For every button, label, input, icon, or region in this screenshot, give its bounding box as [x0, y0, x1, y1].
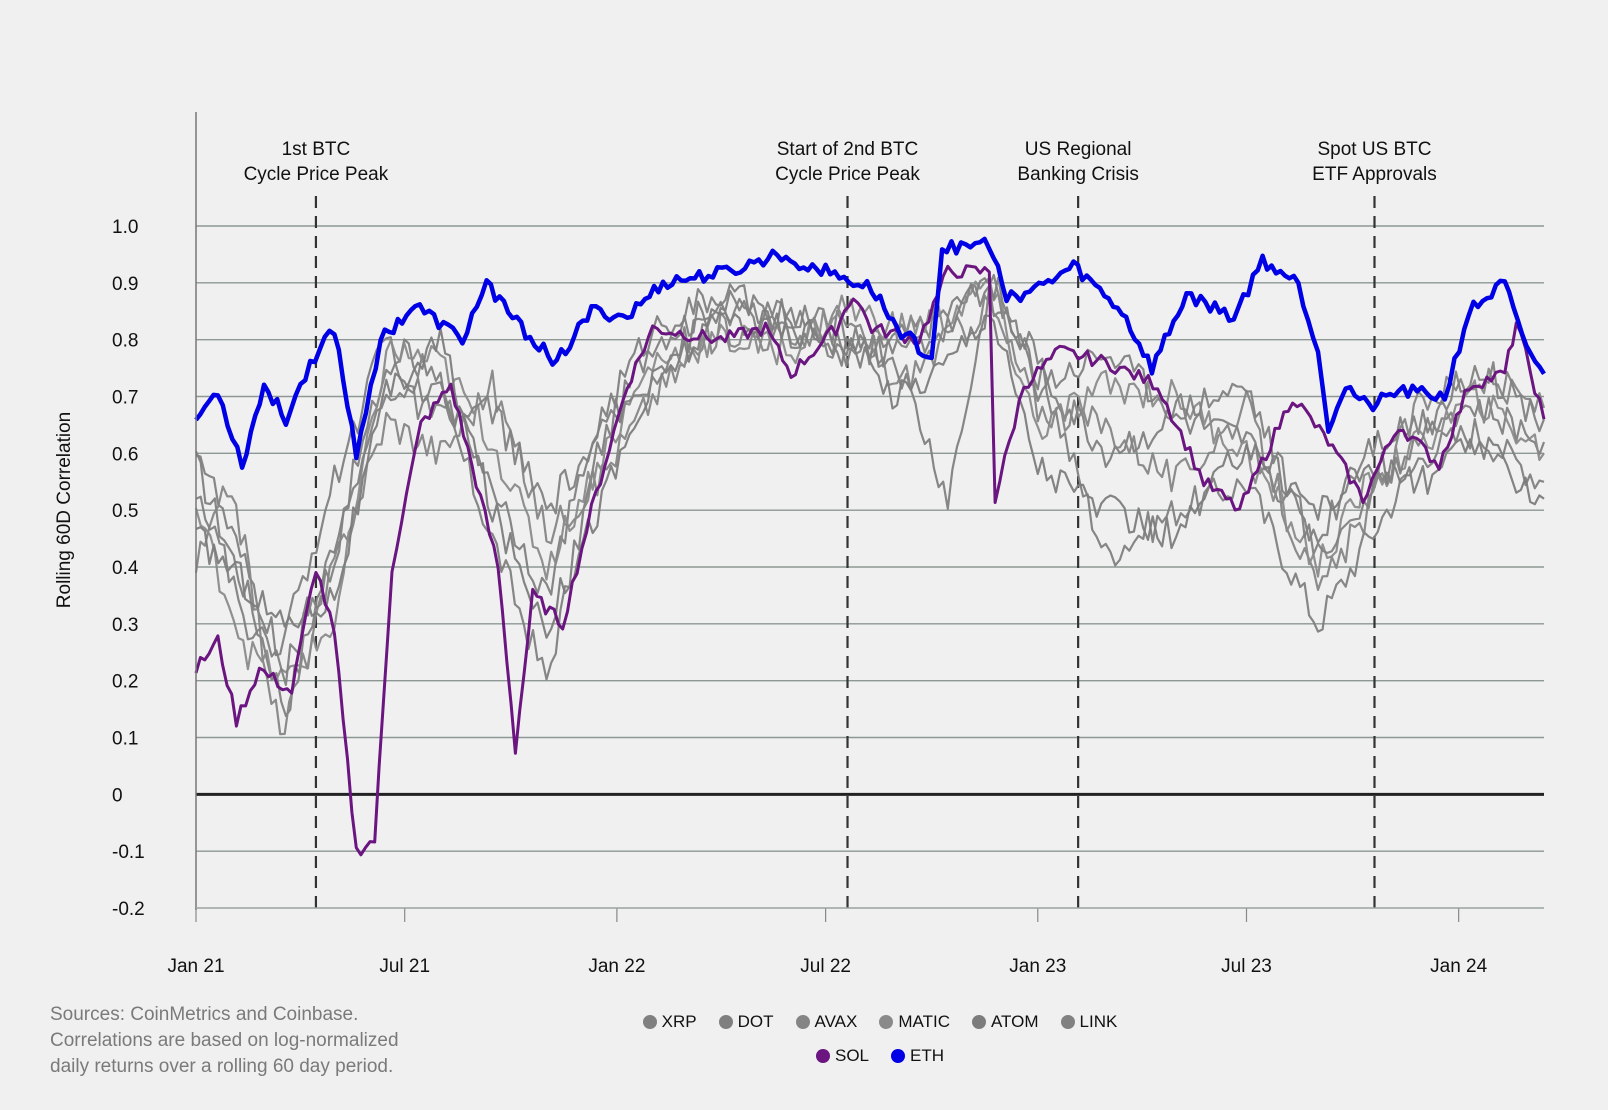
x-tick-label: Jan 22: [588, 956, 645, 977]
chart: 1st BTC Cycle Price Peak Start of 2nd BTC C…: [54, 112, 1546, 977]
x-tick-label: Jan 24: [1430, 956, 1487, 977]
x-tick-label: Jul 22: [800, 956, 851, 977]
x-tick-label: Jul 23: [1221, 956, 1272, 977]
legend-label: ETH: [910, 1046, 945, 1065]
source-note: Sources: CoinMetrics and Coinbase. Corre…: [50, 1002, 470, 1080]
y-tick-labels: 1.0 0.9 0.8 0.7 0.6 0.5 0.4 0.3 0.2 0.1 0 -0.1 -0.2: [112, 217, 145, 920]
series-line-link: [195, 276, 1546, 687]
x-tick-labels: Jan 21 Jul 21 Jan 22 Jul 22 Jan 23 Jul 23 Jan …: [167, 956, 1487, 977]
y-tick-label: 0.1: [112, 729, 138, 750]
y-tick-label: 0.4: [112, 558, 139, 579]
event-label: Banking Crisis: [1017, 164, 1138, 185]
legend-swatch: [971, 1015, 986, 1029]
series-line-matic: [194, 276, 1545, 681]
legend-swatch: [795, 1015, 810, 1029]
x-tick-label: Jan 21: [167, 956, 224, 977]
legend-swatch: [879, 1015, 894, 1029]
event-markers: 1st BTC Cycle Price Peak Start of 2nd BTC C…: [244, 139, 1437, 908]
y-axis-label: Rolling 60D Correlation: [54, 412, 75, 608]
series-line-sol: [194, 264, 1546, 857]
legend-item-atom: ATOM: [971, 1012, 1039, 1032]
legend: XRP DOT AVAX MATIC ATOM LINK SOL ETH: [600, 1012, 1160, 1080]
series-lines: [194, 236, 1546, 857]
event-label: US Regional: [1025, 139, 1132, 160]
legend-item-sol: SOL: [815, 1046, 870, 1066]
legend-row: XRP DOT AVAX MATIC ATOM LINK: [600, 1012, 1160, 1032]
x-tick-label: Jan 23: [1009, 956, 1066, 977]
y-tick-label: 0.3: [112, 615, 138, 636]
legend-row: SOL ETH: [600, 1046, 1160, 1066]
legend-label: XRP: [661, 1012, 697, 1031]
legend-item-avax: AVAX: [795, 1012, 858, 1032]
legend-label: LINK: [1079, 1012, 1118, 1031]
y-tick-label: 0: [112, 785, 123, 806]
event-label: Cycle Price Peak: [244, 164, 389, 185]
event-label: Spot US BTC: [1317, 139, 1431, 160]
axes: [195, 112, 1544, 922]
legend-label: ATOM: [990, 1012, 1039, 1031]
y-tick-label: 0.7: [112, 388, 138, 409]
legend-swatch: [891, 1049, 906, 1063]
event-label: 1st BTC: [282, 139, 351, 160]
grid-lines: [196, 225, 1544, 852]
legend-label: DOT: [737, 1012, 774, 1031]
legend-swatch: [718, 1015, 733, 1029]
legend-label: SOL: [834, 1046, 870, 1065]
y-tick-label: -0.1: [112, 842, 145, 863]
y-tick-label: 0.6: [112, 444, 138, 465]
legend-swatch: [1060, 1015, 1075, 1029]
series-line-xrp: [194, 273, 1545, 717]
series-line-eth: [194, 236, 1546, 470]
y-tick-label: 0.2: [112, 672, 138, 693]
y-tick-label: 0.9: [112, 274, 138, 295]
event-label: ETF Approvals: [1312, 164, 1437, 185]
legend-swatch: [642, 1015, 657, 1029]
legend-item-matic: MATIC: [879, 1012, 950, 1032]
y-tick-label: 0.5: [112, 501, 138, 522]
legend-label: AVAX: [814, 1012, 858, 1031]
legend-item-xrp: XRP: [642, 1012, 697, 1032]
source-note-line: daily returns over a rolling 60 day peri…: [50, 1056, 394, 1077]
source-note-line: Correlations are based on log-normalized: [50, 1030, 399, 1051]
event-label: Cycle Price Peak: [775, 164, 920, 185]
legend-label: MATIC: [898, 1012, 950, 1031]
legend-item-dot: DOT: [718, 1012, 774, 1032]
event-label: Start of 2nd BTC: [777, 139, 919, 160]
x-tick-label: Jul 21: [379, 956, 430, 977]
y-tick-label: -0.2: [112, 899, 145, 920]
source-note-line: Sources: CoinMetrics and Coinbase.: [50, 1004, 359, 1025]
y-tick-label: 1.0: [112, 217, 138, 238]
legend-item-link: LINK: [1060, 1012, 1118, 1032]
y-tick-label: 0.8: [112, 331, 138, 352]
legend-swatch: [815, 1049, 830, 1063]
legend-item-eth: ETH: [891, 1046, 944, 1066]
